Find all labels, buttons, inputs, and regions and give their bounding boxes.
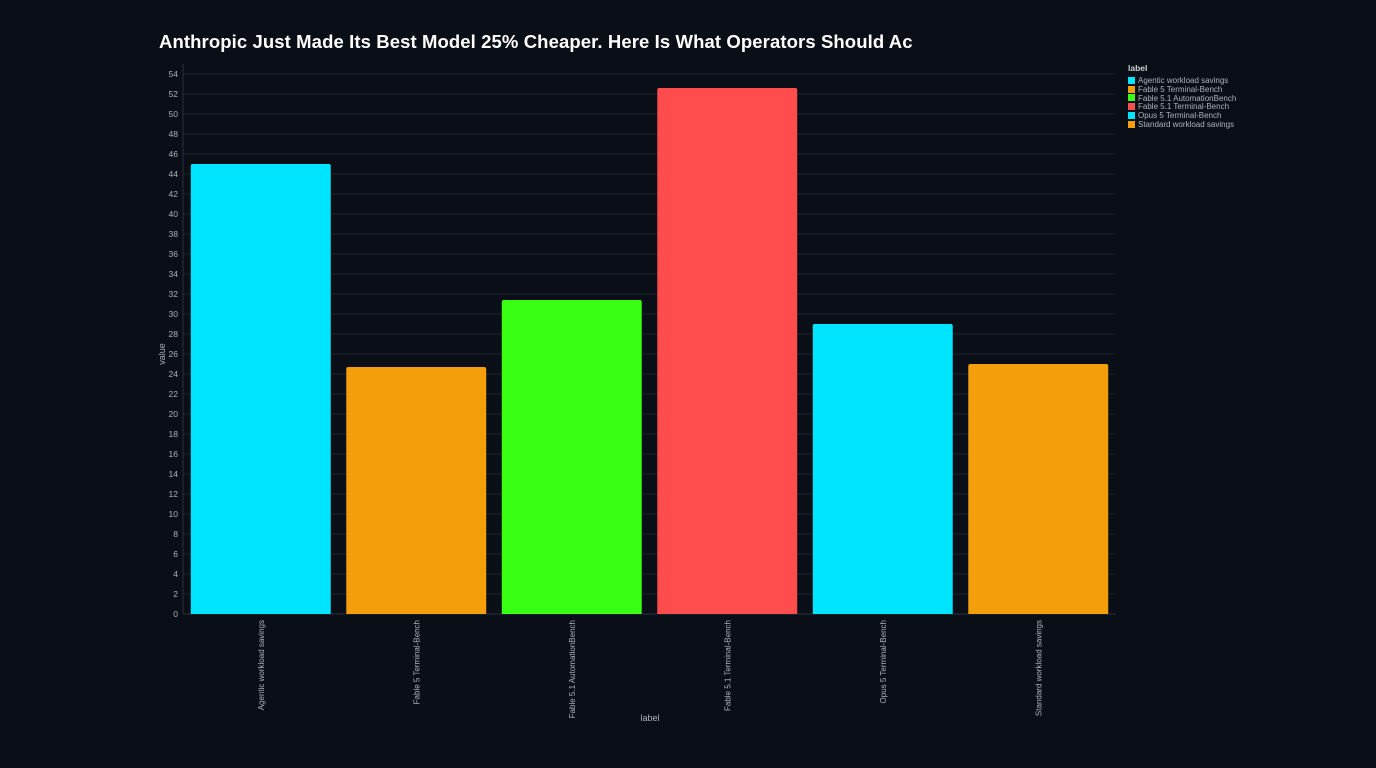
y-tick-label: 44: [169, 169, 179, 179]
legend-item: Fable 5.1 AutomationBench: [1128, 94, 1236, 103]
legend-title: label: [1128, 63, 1148, 73]
y-tick-label: 12: [169, 489, 179, 499]
legend-item: Opus 5 Terminal-Bench: [1128, 111, 1236, 120]
legend-label: Opus 5 Terminal-Bench: [1138, 111, 1222, 121]
y-tick-label: 30: [169, 309, 179, 319]
legend-swatch: [1128, 103, 1135, 111]
y-axis-title: value: [157, 343, 167, 365]
y-tick-label: 8: [173, 529, 178, 539]
legend-item: Fable 5.1 Terminal-Bench: [1128, 102, 1236, 111]
y-tick-label: 16: [169, 449, 179, 459]
x-axis-title: label: [640, 713, 659, 723]
legend-swatch: [1128, 120, 1135, 128]
legend-swatch: [1128, 76, 1135, 84]
y-tick-label: 50: [169, 109, 179, 119]
y-tick-label: 26: [169, 349, 179, 359]
legend-swatch: [1128, 94, 1135, 102]
bar-standard-workload-savings: [968, 364, 1109, 614]
y-tick-label: 14: [169, 469, 179, 479]
y-tick-label: 10: [169, 509, 179, 519]
legend-item: Standard workload savings: [1128, 120, 1236, 129]
bar-fable-5-terminal-bench: [346, 367, 487, 614]
y-tick-label: 28: [169, 329, 179, 339]
legend-label: Agentic workload savings: [1138, 75, 1229, 85]
legend-label: Fable 5 Terminal-Bench: [1138, 84, 1223, 94]
y-tick-label: 46: [169, 149, 179, 159]
legend-swatch: [1128, 85, 1135, 93]
y-tick-label: 32: [169, 289, 179, 299]
y-tick-label: 18: [169, 429, 179, 439]
y-tick-label: 38: [169, 229, 179, 239]
y-tick-label: 4: [173, 569, 178, 579]
bar-agentic-workload-savings: [190, 164, 331, 614]
x-tick-label: Agentic workload savings: [257, 620, 266, 710]
y-tick-label: 2: [173, 589, 178, 599]
y-tick-label: 20: [169, 409, 179, 419]
x-tick-label: Fable 5.1 AutomationBench: [568, 620, 577, 718]
x-tick-label: Standard workload savings: [1034, 620, 1043, 716]
y-tick-label: 48: [169, 129, 179, 139]
tick-labels: 0246810121416182022242628303234363840424…: [169, 69, 1044, 718]
axes: [182, 64, 1116, 615]
y-tick-label: 36: [169, 249, 179, 259]
legend-item: Fable 5 Terminal-Bench: [1128, 85, 1236, 94]
legend-item: Agentic workload savings: [1128, 76, 1236, 85]
y-tick-label: 0: [173, 609, 178, 619]
x-tick-label: Fable 5 Terminal-Bench: [412, 620, 421, 704]
bars: [190, 88, 1109, 614]
y-tick-label: 54: [169, 69, 179, 79]
y-tick-label: 40: [169, 209, 179, 219]
legend-label: Fable 5.1 AutomationBench: [1138, 93, 1237, 103]
y-tick-label: 52: [169, 89, 179, 99]
y-tick-label: 6: [173, 549, 178, 559]
legend: label Agentic workload savings Fable 5 Te…: [1128, 63, 1236, 129]
x-tick-label: Fable 5.1 Terminal-Bench: [723, 620, 732, 711]
y-tick-label: 24: [169, 369, 179, 379]
legend-label: Standard workload savings: [1138, 119, 1235, 129]
chart-title: Anthropic Just Made Its Best Model 25% C…: [159, 31, 913, 52]
bar-opus-5-terminal-bench: [812, 324, 953, 614]
y-tick-label: 34: [169, 269, 179, 279]
legend-label: Fable 5.1 Terminal-Bench: [1138, 102, 1230, 112]
legend-swatch: [1128, 112, 1135, 120]
bar-fable-5-1-terminal-bench: [657, 88, 798, 614]
legend-items: Agentic workload savings Fable 5 Terminal…: [1128, 76, 1236, 129]
y-tick-label: 42: [169, 189, 179, 199]
y-tick-label: 22: [169, 389, 179, 399]
x-tick-label: Opus 5 Terminal-Bench: [879, 620, 888, 703]
bar-fable-5-1-automationbench: [501, 300, 642, 614]
grid-lines: [183, 73, 1116, 595]
